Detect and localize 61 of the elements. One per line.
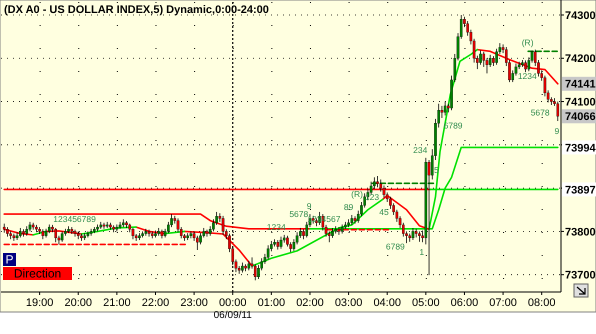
annotation: 5678	[289, 208, 309, 219]
candlestick	[6, 226, 9, 237]
candlestick	[331, 228, 334, 238]
candlestick	[266, 244, 270, 260]
chart-title: (DX A0 - US DOLLAR INDEX,5) Dynamic,0:00-24:00	[4, 4, 269, 16]
candlestick	[524, 60, 527, 73]
candlestick	[280, 236, 282, 250]
x-tick-label: 02:00	[296, 297, 324, 309]
annotation: 234	[413, 144, 428, 155]
x-tick-label: 04:00	[373, 297, 401, 309]
annotation: 9	[554, 126, 560, 136]
candlestick	[19, 228, 22, 238]
annotation: 5678	[530, 107, 550, 118]
x-tick-label: 03:00	[334, 297, 362, 309]
annotation: 1	[419, 247, 424, 258]
y-tick-label: 74200	[565, 53, 596, 66]
candlestick	[2, 223, 6, 234]
annotation: 123456789	[53, 214, 96, 224]
x-tick-label: 01:00	[258, 297, 286, 309]
candlestick	[60, 231, 64, 242]
data-label: 73994	[565, 142, 596, 154]
annotation: (R)	[351, 188, 364, 199]
candlestick	[42, 228, 44, 240]
x-tick-label: 22:00	[142, 297, 170, 309]
annotation: 6789	[386, 242, 406, 252]
x-tick-label: 07:00	[489, 297, 517, 309]
candlestick	[376, 176, 379, 188]
candlestick	[54, 228, 58, 243]
candlestick	[492, 56, 495, 66]
candlestick	[102, 222, 106, 230]
data-label: 73897	[565, 184, 596, 196]
data-label: 74141	[565, 78, 596, 91]
annotation: 9	[306, 201, 312, 212]
text: 06/09/11	[214, 310, 252, 321]
candlestick	[350, 214, 354, 226]
annotation: (R)	[522, 37, 534, 48]
candlestick	[479, 50, 482, 66]
y-tick-label: 74100	[565, 96, 596, 108]
y-tick-label: 73800	[565, 226, 596, 238]
candlestick	[302, 228, 305, 240]
annotation: Direction	[14, 266, 62, 280]
x-tick-label: 08:00	[528, 297, 556, 309]
x-tick-label: 20:00	[64, 297, 92, 309]
y-tick-label: 73700	[565, 270, 596, 282]
x-tick-label: 05:00	[412, 297, 440, 309]
x-tick-label: 21:00	[103, 297, 131, 309]
x-tick-label: 19:00	[26, 297, 54, 309]
x-tick-label: 23:00	[180, 297, 208, 309]
candlestick	[248, 260, 250, 271]
text: 74066	[565, 111, 596, 124]
annotation: 45	[379, 206, 389, 217]
annotation: P	[5, 252, 14, 266]
candlestick	[276, 240, 280, 250]
annotation: 89	[344, 202, 354, 212]
y-tick-label: 74300	[565, 10, 596, 22]
candlestick	[132, 228, 134, 240]
x-tick-label: 06:00	[450, 297, 478, 309]
x-tick-label: 00:00	[218, 297, 246, 309]
candlestick	[196, 235, 199, 250]
annotation: 1234	[518, 71, 538, 82]
candlestick	[241, 262, 244, 273]
